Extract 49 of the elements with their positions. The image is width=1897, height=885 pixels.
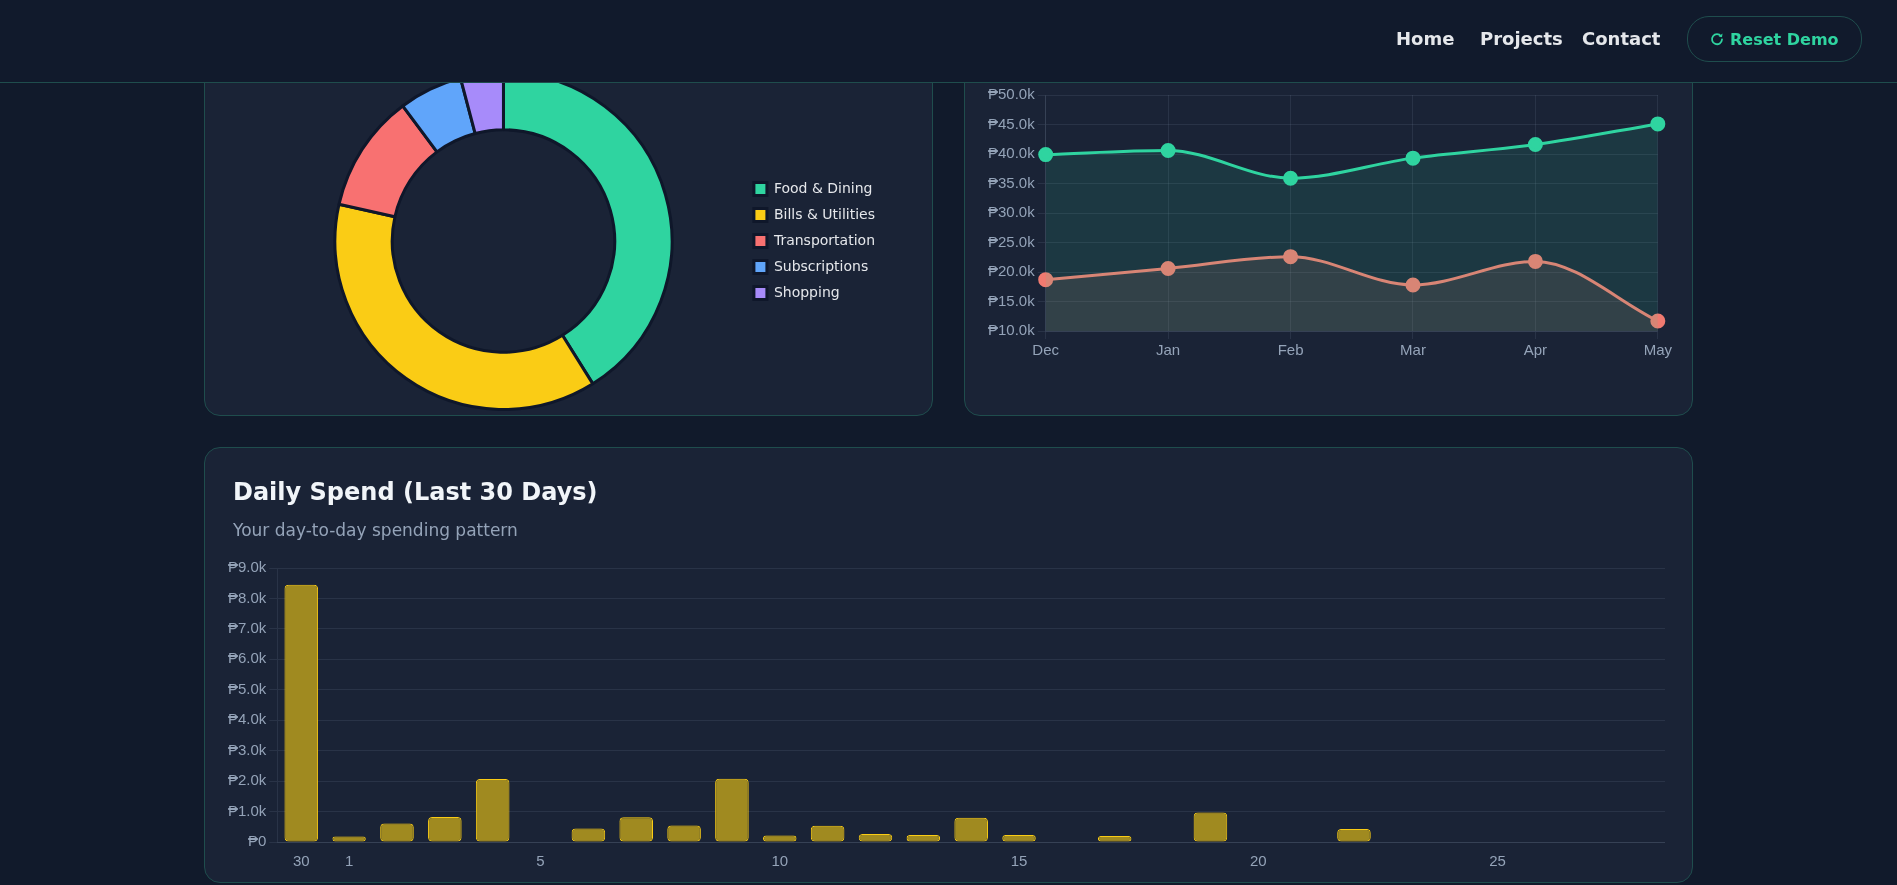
x-tick-label: 25 — [1489, 852, 1506, 870]
legend-label: Bills & Utilities — [773, 205, 875, 222]
point — [1160, 260, 1176, 276]
x-tick-label: 5 — [536, 852, 545, 870]
x-tick-label: Dec — [1032, 341, 1060, 359]
point — [1038, 272, 1054, 288]
y-tick-label: ₱9.0k — [228, 558, 267, 576]
point — [1527, 253, 1543, 269]
text: Home — [1396, 28, 1455, 49]
y-tick-label: ₱6.0k — [228, 649, 267, 667]
text: Contact — [1582, 28, 1661, 49]
y-tick-label: ₱3.0k — [228, 740, 267, 758]
chart-title: Daily Spend (Last 30 Days) — [233, 478, 598, 506]
x-tick-label: 15 — [1010, 852, 1028, 870]
y-tick-label: ₱0 — [248, 832, 267, 850]
point — [1283, 249, 1299, 265]
chart-subtitle: Your day-to-day spending pattern — [233, 520, 518, 540]
x-tick-label: 1 — [344, 852, 354, 870]
y-tick-label: ₱25.0k — [988, 232, 1036, 250]
y-tick-label: ₱30.0k — [988, 203, 1036, 221]
legend-label: Food & Dining — [773, 179, 873, 196]
y-tick-label: ₱35.0k — [988, 173, 1036, 191]
x-tick-label: 10 — [771, 852, 789, 870]
legend-label: Subscriptions — [773, 257, 869, 274]
y-tick-label: ₱10.0k — [988, 321, 1036, 339]
x-tick-label: Mar — [1400, 341, 1426, 359]
y-tick-label: ₱50.0k — [988, 85, 1036, 103]
y-tick-label: ₱15.0k — [988, 291, 1036, 309]
y-tick-label: ₱1.0k — [228, 801, 267, 819]
x-tick-label: May — [1643, 341, 1673, 359]
y-tick-label: ₱8.0k — [228, 588, 267, 606]
y-tick-label: ₱5.0k — [228, 679, 267, 697]
y-tick-label: ₱40.0k — [988, 144, 1036, 162]
point — [1405, 277, 1421, 293]
x-tick-label: 20 — [1249, 852, 1267, 870]
x-tick-label: 30 — [292, 852, 310, 870]
x-tick-label: Jan — [1156, 341, 1181, 359]
x-tick-label: Apr — [1523, 341, 1548, 359]
y-tick-label: ₱45.0k — [988, 114, 1036, 132]
point — [1650, 313, 1666, 329]
text: Projects — [1480, 28, 1563, 49]
x-tick-label: Feb — [1277, 341, 1304, 359]
y-tick-label: ₱2.0k — [228, 771, 267, 789]
y-tick-label: ₱4.0k — [228, 710, 267, 728]
y-tick-label: ₱7.0k — [228, 619, 267, 637]
legend-label: Shopping — [773, 283, 840, 300]
legend-label: Transportation — [772, 231, 875, 248]
y-tick-label: ₱20.0k — [988, 262, 1036, 280]
text: Reset Demo — [1730, 29, 1839, 49]
